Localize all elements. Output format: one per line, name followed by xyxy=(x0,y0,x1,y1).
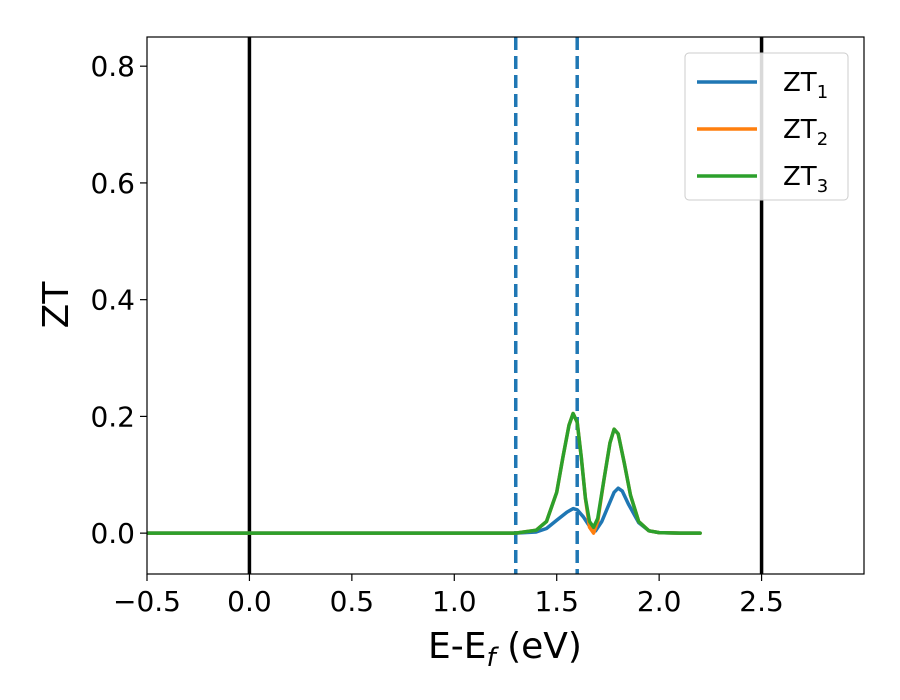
x-axis-title-unit: (eV) xyxy=(496,626,582,667)
series-line-zt1 xyxy=(147,486,702,535)
y-tick-label: 0.4 xyxy=(90,284,135,317)
legend: ZT1 ZT2 ZT3 xyxy=(684,52,849,201)
y-tick-label: 0.2 xyxy=(90,400,135,433)
legend-label-zt1: ZT1 xyxy=(783,68,828,103)
x-axis-title: E-Ef (eV) xyxy=(428,626,582,673)
x-tick-label: 1.0 xyxy=(432,585,477,618)
x-tick-label: 1.5 xyxy=(534,585,579,618)
y-tick-label: 0.6 xyxy=(90,167,135,200)
x-axis-title-main: E-E xyxy=(428,626,486,667)
x-tick-label: 2.5 xyxy=(739,585,784,618)
legend-label-zt2: ZT2 xyxy=(783,115,828,150)
series-line-zt3 xyxy=(147,411,702,535)
x-tick-label: −0.5 xyxy=(113,585,181,618)
x-tick-label: 2.0 xyxy=(637,585,682,618)
x-tick-label: 0.0 xyxy=(227,585,272,618)
legend-label-zt3: ZT3 xyxy=(783,162,828,197)
plot-frame xyxy=(146,36,865,575)
y-tick-label: 0.0 xyxy=(90,517,135,550)
y-axis-ticks: 0.0 0.2 0.4 0.6 0.8 xyxy=(90,50,147,550)
series-lines xyxy=(147,411,702,535)
y-axis-title: ZT xyxy=(36,281,77,329)
y-tick-label: 0.8 xyxy=(90,50,135,83)
x-tick-label: 0.5 xyxy=(330,585,375,618)
legend-box xyxy=(684,52,849,201)
x-axis-ticks: −0.5 0.0 0.5 1.0 1.5 2.0 2.5 xyxy=(113,574,784,618)
